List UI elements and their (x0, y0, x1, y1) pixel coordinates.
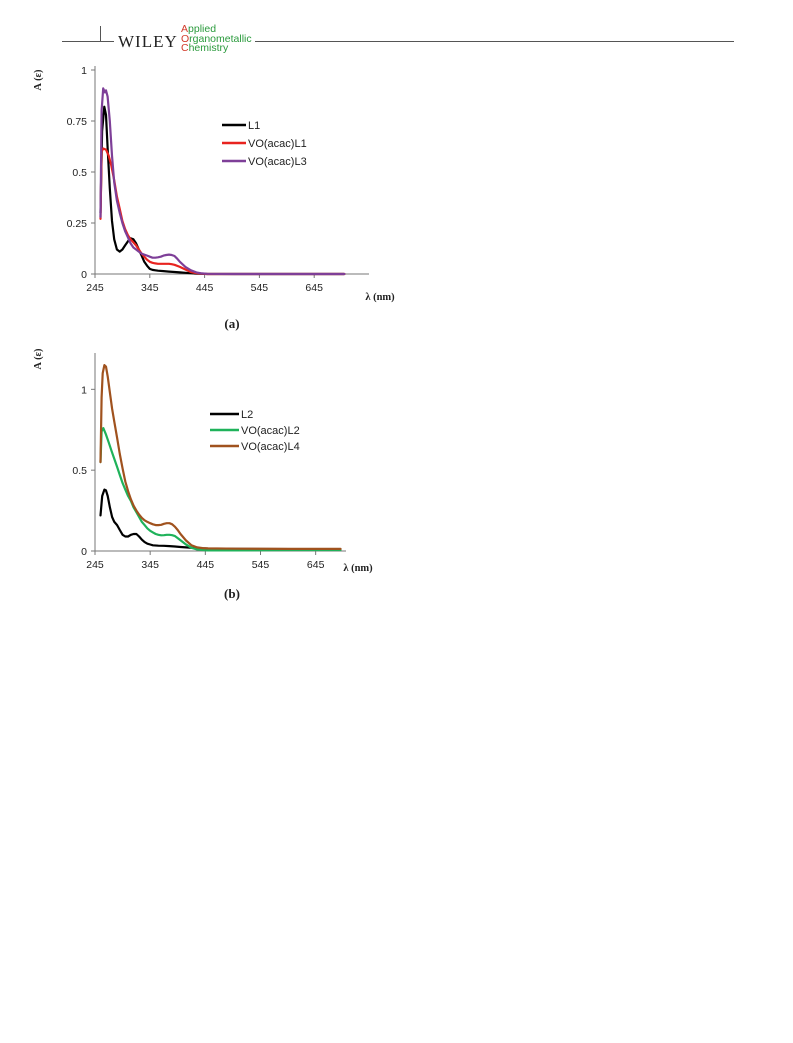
panel-b-x-tick-label: 345 (141, 559, 159, 571)
panel-a-y-tick-label: 0.25 (67, 218, 88, 230)
panel-a-x-tick-label: 645 (305, 282, 323, 294)
panel-b-x-tick-label: 545 (252, 559, 270, 571)
panel-b-series-line-3 (99, 364, 342, 551)
panel-b-legend-label-1: L2 (241, 409, 253, 421)
panel-b-series-line-2 (99, 427, 342, 552)
header-tick (100, 26, 101, 42)
panel-a-y-tick-label: 0.5 (72, 167, 87, 179)
panel-b-y-tick-label: 0 (81, 546, 87, 558)
journal-line-3: Chemistry (181, 42, 229, 54)
panel-a-legend-label-1: L1 (248, 120, 260, 132)
journal-line-1: Applied (181, 23, 217, 35)
panel-a-x-axis-title: λ (nm) (365, 292, 395, 303)
panel-a-label: (a) (224, 316, 239, 331)
panel-b-x-axis-title: λ (nm) (343, 563, 373, 574)
panel-a-x-tick-label: 445 (196, 282, 214, 294)
panel-b-legend-label-2: VO(acac)L2 (241, 425, 300, 437)
journal-title: Applied Organometallic Chemistry (181, 23, 255, 54)
panel-a-y-tick-label: 0 (81, 269, 87, 281)
panel-a-legend-label-3: VO(acac)L3 (248, 156, 307, 168)
panel-a-x-tick-label: 245 (86, 282, 104, 294)
panel-a-x-tick-label: 545 (251, 282, 269, 294)
journal-line-2: Organometallic (181, 32, 252, 45)
panel-b-label: (b) (224, 586, 240, 601)
panel-b-x-tick-label: 245 (86, 559, 104, 571)
panel-a-series-line-2 (99, 147, 346, 276)
panel-b-legend-label-3: VO(acac)L4 (241, 441, 300, 453)
panel-a-series-line-3 (99, 87, 346, 276)
panel-a-y-tick-label: 0.75 (67, 116, 88, 128)
panel-b-series-line-1 (99, 488, 342, 551)
panel-b-y-tick-label: 1 (81, 384, 87, 396)
panel-a-y-tick-label: 1 (81, 65, 87, 77)
panel-b-x-tick-label: 645 (307, 559, 325, 571)
panel-b-x-tick-label: 445 (197, 559, 215, 571)
publisher-logo: WILEY (114, 32, 182, 52)
panel-a-y-axis-title: A (ε) (33, 69, 44, 91)
panel-a-legend-label-2: VO(acac)L1 (248, 138, 307, 150)
panel-a-x-tick-label: 345 (141, 282, 159, 294)
panel-b-y-axis-title: A (ε) (33, 348, 44, 370)
header-rule (62, 41, 734, 42)
panel-b-y-tick-label: 0.5 (72, 465, 87, 477)
